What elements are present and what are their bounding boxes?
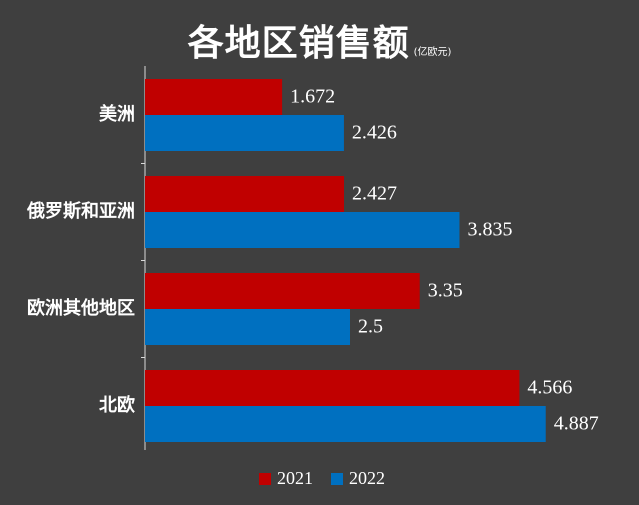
bar-2022 [145, 406, 546, 442]
data-label: 3.35 [428, 280, 463, 302]
bar-2022 [145, 115, 344, 151]
chart-unit: (亿欧元) [413, 47, 452, 58]
bar-2021 [145, 176, 345, 212]
bar-2022 [145, 309, 350, 345]
legend-swatch-2022 [331, 473, 343, 485]
category-label: 北欧 [99, 394, 135, 416]
legend-swatch-2021 [259, 473, 271, 485]
data-label: 2.427 [352, 183, 397, 205]
chart-title: 各地区销售额 (亿欧元) [187, 23, 452, 64]
category-label: 俄罗斯和亚洲 [26, 200, 135, 222]
bar-2021 [145, 79, 283, 115]
legend-label: 2021 [277, 468, 313, 488]
data-label: 4.566 [527, 377, 572, 399]
data-label: 2.5 [358, 316, 383, 338]
data-label: 2.426 [352, 122, 397, 144]
category-label: 欧洲其他地区 [27, 297, 135, 319]
category-label: 美洲 [99, 103, 135, 125]
data-label: 4.887 [554, 413, 599, 435]
bar-2022 [145, 212, 460, 248]
bar-2021 [145, 273, 420, 309]
bar-2021 [145, 370, 520, 406]
data-label: 3.835 [467, 219, 512, 241]
legend-label: 2022 [349, 468, 385, 488]
data-label: 1.672 [290, 86, 335, 108]
